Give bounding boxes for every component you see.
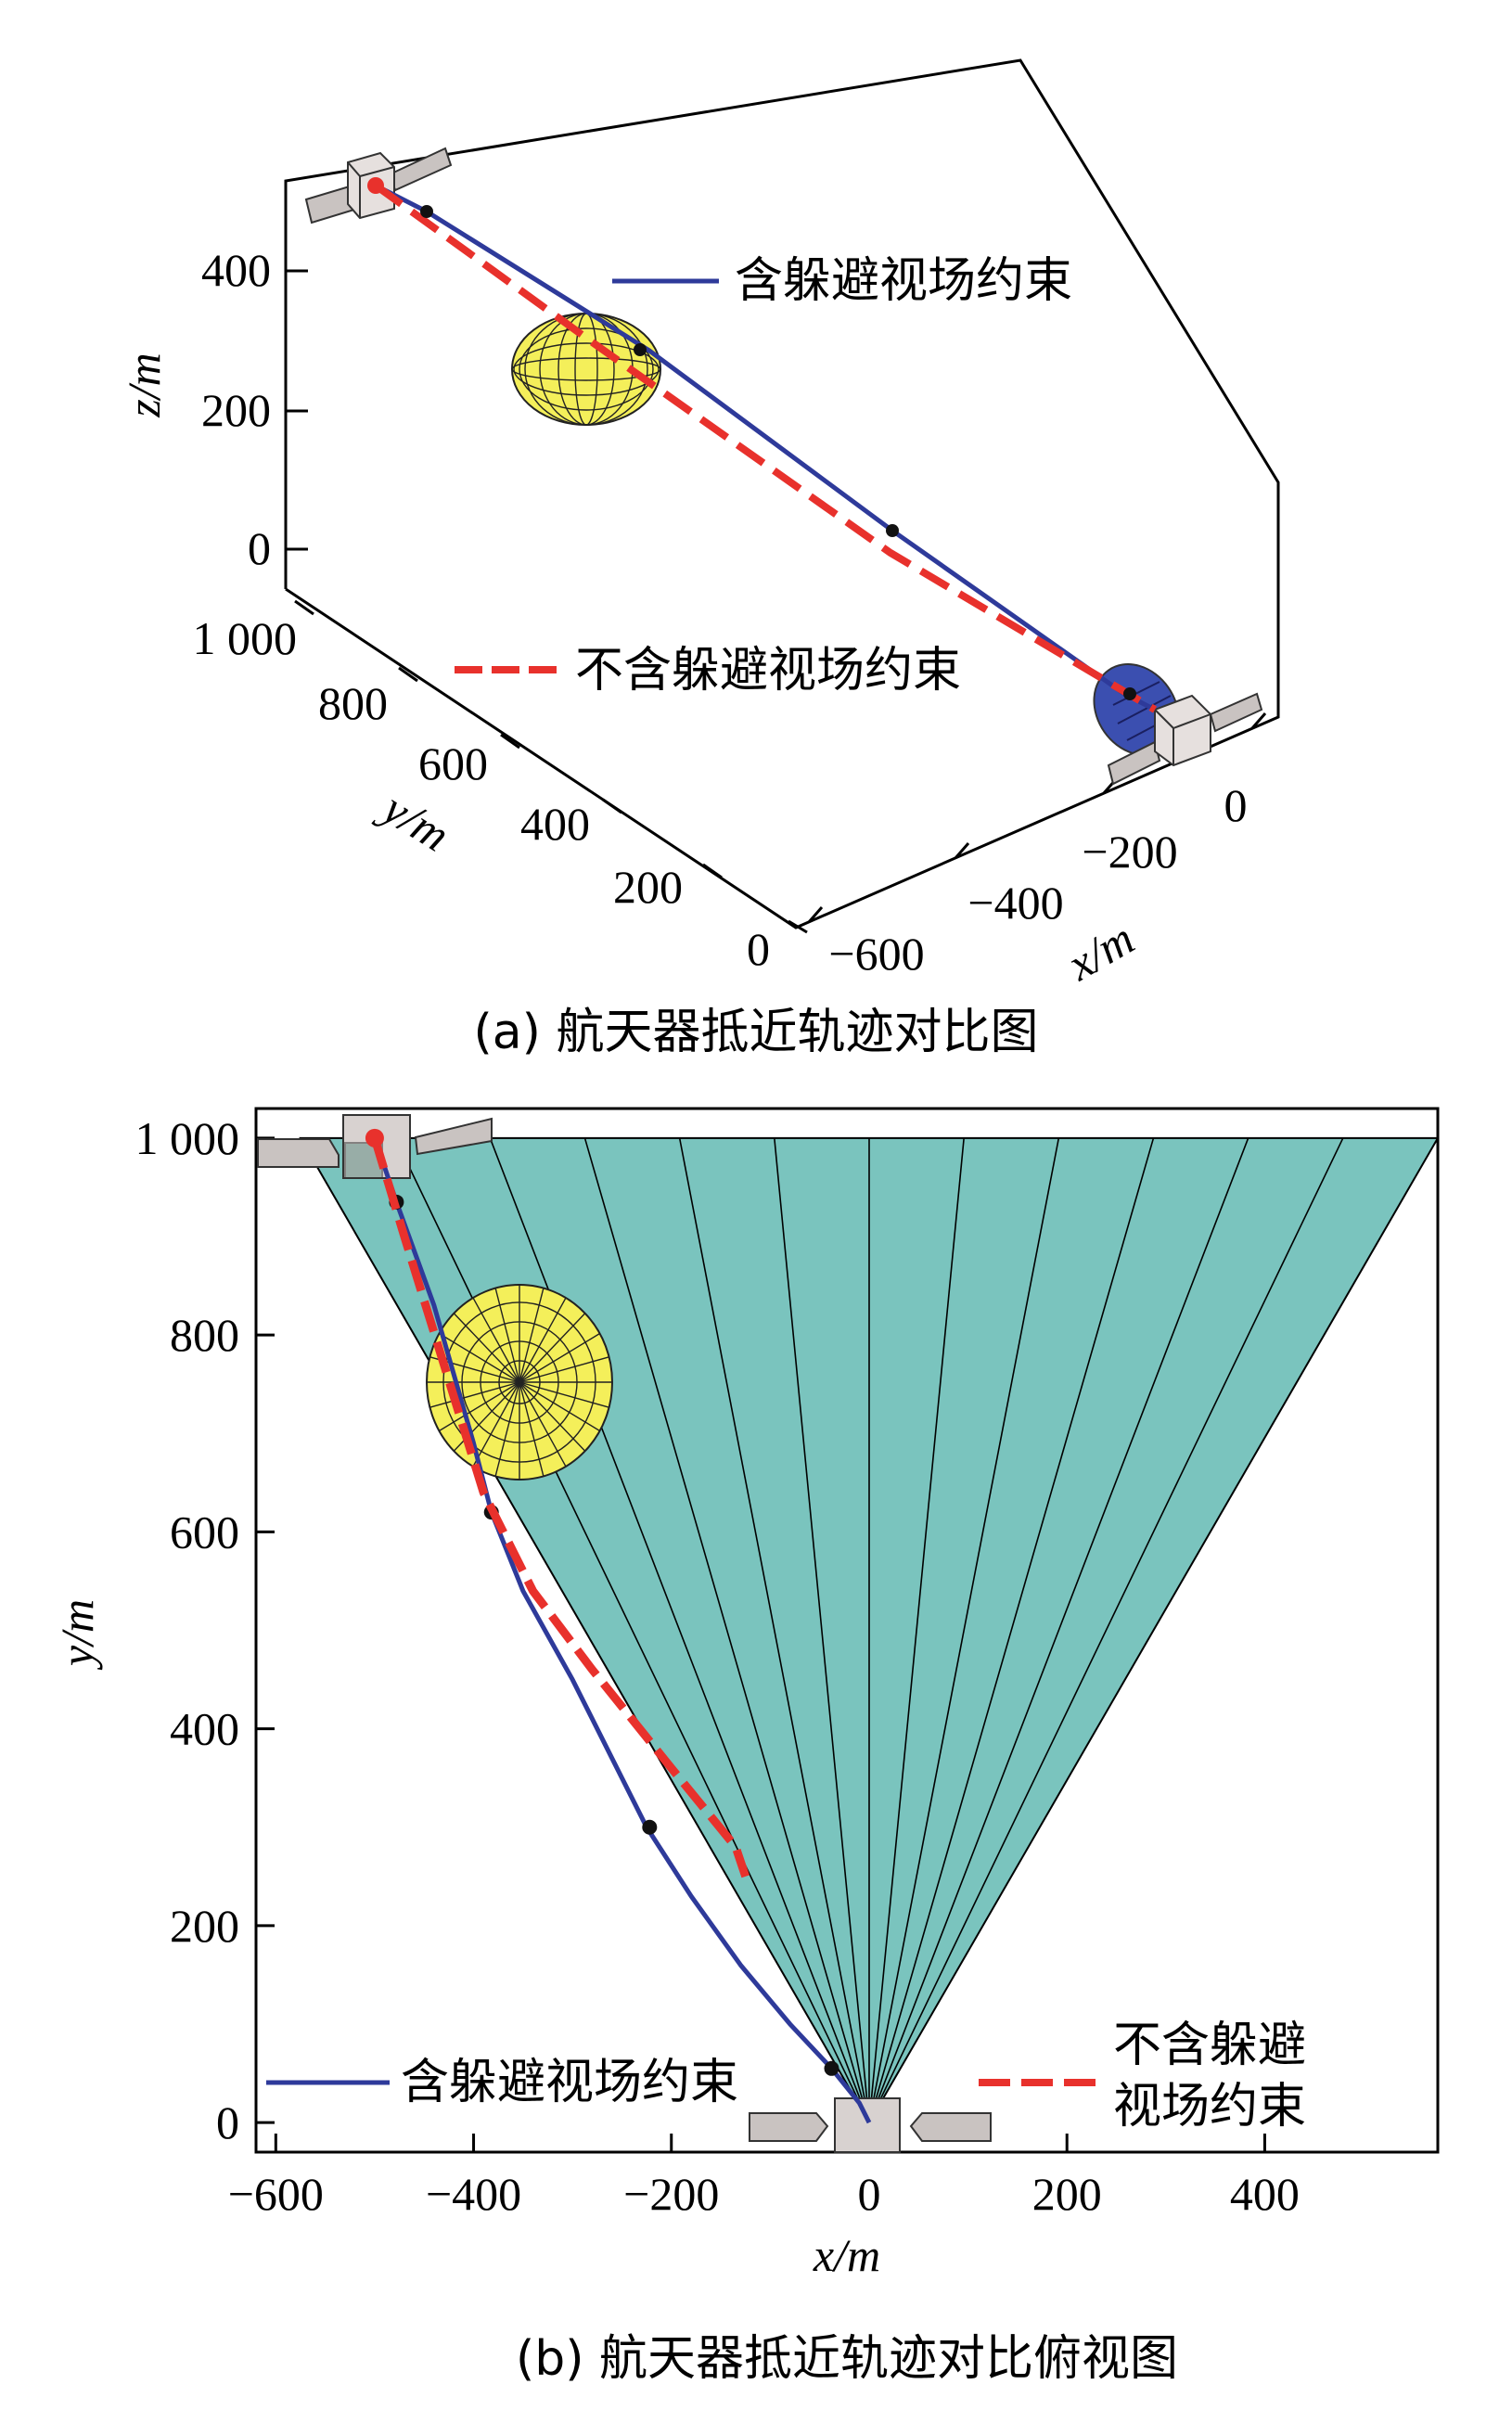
sphere-meridian <box>519 1332 600 1383</box>
x-tick-label: −200 <box>623 2168 719 2220</box>
sphere-meridian <box>439 1332 520 1383</box>
z-tick-label: 0 <box>248 522 271 574</box>
panel-b-top-view: −600 −400 −200 0 200 400 0 200 400 600 800 1 000 含躲… <box>51 1107 1440 2387</box>
legend-red-b: 不含躲避 视场约束 <box>979 2018 1306 2134</box>
y-axis-label: y/m <box>370 779 458 861</box>
y-tick-label: 400 <box>170 1703 239 1755</box>
y-tick-label: 200 <box>613 861 683 913</box>
z-axis-ticks <box>286 269 308 551</box>
y-tick-label: 1 000 <box>193 612 298 664</box>
legend-label-line1: 不含躲避 <box>1113 2018 1306 2073</box>
panel-a-3d-plot: 400 200 0 z/m 1 000 800 600 400 200 0 y/… <box>118 58 1280 1060</box>
x-tick-label: 0 <box>1224 779 1248 831</box>
y-tick-label: 800 <box>170 1309 239 1361</box>
field-of-view-fan <box>299 1136 1438 2125</box>
trajectory-red-b <box>370 1136 750 1878</box>
sphere-meridian <box>429 1381 520 1408</box>
x-tick-label: 0 <box>857 2168 880 2220</box>
legend-blue-a: 含躲避视场约束 <box>612 253 1072 309</box>
panel-b-caption: (b) 航天器抵近轨迹对比俯视图 <box>516 2331 1178 2387</box>
x-axis-label-b: x/m <box>813 2229 880 2281</box>
sphere-meridian <box>519 1381 545 1477</box>
x-axis-label: x/m <box>1057 912 1142 991</box>
z-axis-label: z/m <box>118 353 170 417</box>
series-b <box>365 1128 872 2124</box>
trajectory-blue-b <box>372 1137 872 2124</box>
y-tick-label: 600 <box>170 1506 239 1558</box>
fov-ray <box>868 1137 1344 2123</box>
box-frame-a <box>284 58 1280 929</box>
fov-ray <box>774 1137 870 2123</box>
sphere-meridian <box>472 1297 520 1383</box>
x-tick-label: −200 <box>1082 826 1177 878</box>
legend-blue-b: 含躲避视场约束 <box>266 2055 738 2110</box>
sphere-meridian <box>519 1381 600 1432</box>
obstacle-ellipsoid-a <box>511 313 661 426</box>
y-axis-label-b: y/m <box>51 1599 103 1671</box>
start-point-marker <box>365 1128 384 1147</box>
sphere-meridian <box>439 1381 520 1432</box>
x-tick-label: 200 <box>1032 2168 1102 2220</box>
legend-label-line2: 视场约束 <box>1113 2079 1306 2134</box>
sphere-meridian <box>519 1381 609 1408</box>
fov-ray <box>868 1137 1060 2123</box>
sphere-meridian <box>519 1313 586 1383</box>
z-tick-label: 400 <box>201 244 271 296</box>
y-tick-label: 0 <box>747 923 770 975</box>
fov-ray <box>868 1137 965 2123</box>
x-tick-label: −600 <box>228 2168 324 2220</box>
y-tick-label: 200 <box>170 1900 239 1952</box>
legend-red-a: 不含躲避视场约束 <box>455 643 961 699</box>
sphere-meridian <box>494 1288 520 1383</box>
fov-ray <box>678 1137 870 2123</box>
trajectory-red-a <box>373 182 1158 713</box>
x-tick-label: −400 <box>967 877 1063 929</box>
sphere-meridian <box>519 1288 545 1383</box>
z-tick-label: 200 <box>201 384 271 436</box>
sphere-meridian <box>494 1381 520 1477</box>
axes-b: −600 −400 −200 0 200 400 0 200 400 600 800 1 000 <box>135 1112 1300 2220</box>
chaser-spacecraft-b <box>749 2097 992 2153</box>
x-tick-label: −400 <box>426 2168 521 2220</box>
y-tick-label: 600 <box>418 737 488 789</box>
x-tick-label: −600 <box>828 928 924 980</box>
sphere-meridian <box>519 1381 586 1452</box>
sphere-meridian <box>472 1381 520 1468</box>
y-tick-label: 1 000 <box>135 1112 240 1164</box>
y-tick-label: 800 <box>318 677 388 729</box>
trajectory-markers-a <box>367 177 1136 700</box>
y-axis-ticks <box>294 599 808 934</box>
target-spacecraft-a <box>304 147 453 224</box>
fov-ray <box>868 1137 1155 2123</box>
panel-a-caption: (a) 航天器抵近轨迹对比图 <box>474 1005 1039 1060</box>
sphere-meridian <box>519 1381 567 1468</box>
sphere-meridian <box>519 1297 567 1383</box>
trajectory-marker <box>824 2060 839 2076</box>
sphere-meridian <box>453 1313 520 1383</box>
obstacle-sphere-b <box>426 1284 613 1481</box>
y-tick-label: 400 <box>520 798 590 850</box>
legend-label: 不含躲避视场约束 <box>575 643 961 699</box>
fov-ray <box>868 1137 1249 2123</box>
fov-ray <box>583 1137 870 2123</box>
legend-label: 含躲避视场约束 <box>735 253 1072 309</box>
trajectory-marker <box>642 1819 658 1835</box>
x-tick-label: 400 <box>1230 2168 1300 2220</box>
legend-label: 含躲避视场约束 <box>401 2055 738 2110</box>
sphere-meridian <box>519 1356 609 1383</box>
y-tick-label: 0 <box>216 2096 239 2148</box>
